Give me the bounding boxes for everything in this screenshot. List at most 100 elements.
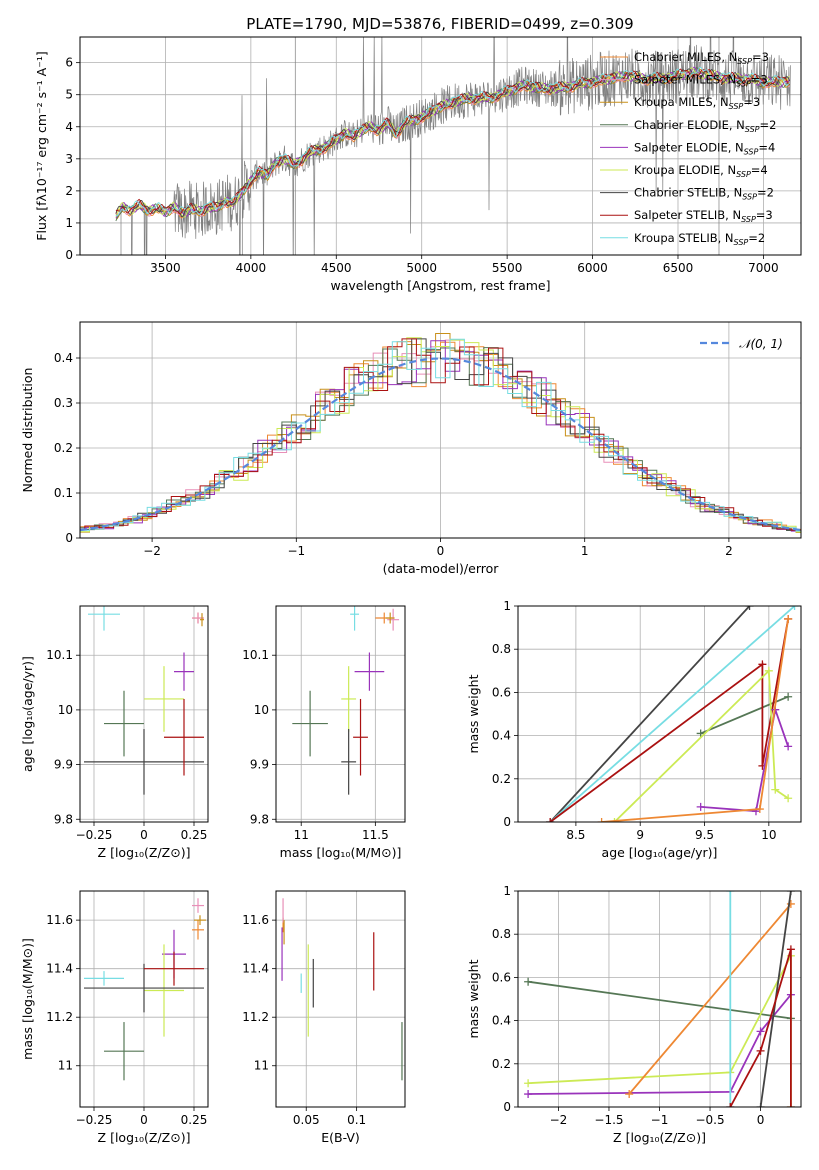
axes-mass_weight_vs_Z: −2 −1.5 −1 −0.5 0 0 0.2 0.4 0.6 0.8 1 Z [log₁₀(Z/Z⊙…	[466, 884, 764, 1145]
x-tick-label: 7000	[748, 261, 779, 275]
weight-marker	[784, 794, 793, 803]
y-tick-label: 9.9	[54, 758, 73, 772]
panel-mass_weight_vs_age: 8.5 9 9.5 10 0 0.2 0.4 0.6 0.8 1 age [log₁₀(age/yr…	[466, 599, 802, 860]
panel-age_vs_Z: −0.25 0 0.25 9.8 9.9 10 10.1 Z [log₁₀(Z/Z⊙)] age…	[20, 605, 209, 860]
legend-label: 𝒩(0, 1)	[739, 337, 783, 351]
y-tick-label: 0.2	[492, 772, 511, 786]
weight-marker	[771, 785, 780, 794]
model-line-chabrier-stelib	[115, 68, 791, 218]
weight-marker	[524, 1079, 533, 1088]
x-tick-label: 0.25	[181, 828, 208, 842]
y-tick-label: 3	[65, 152, 73, 166]
y-tick-label: 0	[65, 531, 73, 545]
x-tick-label: 0.05	[293, 1113, 320, 1127]
x-tick-label: 0.25	[181, 1113, 208, 1127]
grid-spectrum	[80, 37, 801, 256]
x-axis-label: Z [log₁₀(Z/Z⊙)]	[98, 845, 191, 860]
x-axis-label: Z [log₁₀(Z/Z⊙)]	[98, 1130, 191, 1145]
y-tick-label: 9.8	[250, 812, 269, 826]
weight-marker	[524, 977, 533, 986]
x-axis-label: wavelength [Angstrom, rest frame]	[330, 278, 550, 293]
y-tick-label: 11.2	[242, 1010, 269, 1024]
y-tick-label: 1	[503, 884, 511, 898]
figure-title: PLATE=1790, MJD=53876, FIBERID=0499, z=0…	[246, 15, 633, 33]
weight-marker	[764, 666, 773, 675]
x-tick-label: −0.5	[695, 1113, 724, 1127]
y-tick-label: 10.1	[46, 648, 73, 662]
y-tick-label: 0.6	[492, 970, 511, 984]
legend-label: Chabrier STELIB, NSSP=2	[634, 186, 774, 202]
x-tick-label: 1	[581, 544, 589, 558]
model-line-kroupa-stelib	[115, 67, 791, 217]
axes-mass_vs_Z: −0.25 0 0.25 11 11.2 11.4 11.6 Z [log₁₀(Z/Z⊙)] m…	[20, 913, 207, 1145]
axes-frame	[79, 321, 802, 539]
y-axis-label: Flux [fλ10⁻¹⁷ erg cm⁻² s⁻¹ A⁻¹]	[34, 51, 49, 240]
plot-area-mass_vs_ebv	[281, 898, 403, 1081]
y-axis-label: mass weight	[466, 959, 481, 1038]
y-tick-label: 10	[254, 703, 269, 717]
y-tick-label: 0	[503, 1100, 511, 1114]
x-tick-label: 0	[140, 828, 148, 842]
x-tick-label: 6500	[663, 261, 694, 275]
y-tick-label: 0.2	[54, 441, 73, 455]
x-axis-label: Z [log₁₀(Z/Z⊙)]	[613, 1130, 706, 1145]
y-tick-label: 0	[65, 248, 73, 262]
panel-mass_vs_ebv: 0.05 0.1 11 11.2 11.4 11.6 E(B-V)	[242, 890, 406, 1145]
y-tick-label: 11	[254, 1059, 269, 1073]
weight-line-salpeter-elodie	[700, 706, 789, 813]
y-tick-label: 0.6	[492, 685, 511, 699]
x-tick-label: 5000	[406, 261, 437, 275]
axes-age_vs_Z: −0.25 0 0.25 9.8 9.9 10 10.1 Z [log₁₀(Z/Z⊙)] age…	[20, 648, 207, 860]
plot-area-mass_weight_vs_age	[546, 606, 799, 822]
y-tick-label: 0.1	[54, 486, 73, 500]
axes-frame	[517, 890, 802, 1108]
weight-marker	[625, 1090, 634, 1099]
x-tick-label: 8.5	[566, 828, 585, 842]
weight-marker	[755, 805, 764, 814]
x-tick-label: 11.5	[362, 828, 389, 842]
weight-line-chabrier-miles	[628, 903, 792, 1095]
panel-residuals: −2 −1 0 1 2 0 0.1 0.2 0.3 0.4 (data-model)/error No…	[20, 321, 802, 576]
x-tick-label: 6000	[577, 261, 608, 275]
panel-mass_weight_vs_Z: −2 −1.5 −1 −0.5 0 0 0.2 0.4 0.6 0.8 1 Z [log₁₀(Z/Z⊙…	[466, 884, 802, 1145]
weight-marker	[790, 606, 799, 610]
legend-label: Chabrier MILES, NSSP=3	[634, 50, 769, 66]
histogram-kroupa-stelib	[80, 338, 801, 532]
x-axis-label: E(B-V)	[321, 1130, 360, 1145]
weight-marker	[726, 1103, 735, 1107]
weight-marker	[786, 1103, 795, 1107]
axes-frame	[275, 605, 406, 823]
y-tick-label: 0.4	[492, 1014, 511, 1028]
y-tick-label: 6	[65, 56, 73, 70]
axes-spectrum: 3500 4000 4500 5000 5500 6000 6500 7000 0 1 2 3 4 5 6 w…	[34, 51, 779, 293]
grid-mass_vs_ebv	[276, 891, 405, 1107]
weight-marker	[758, 660, 767, 669]
legend-label: Chabrier ELODIE, NSSP=2	[634, 118, 776, 134]
weight-marker	[784, 692, 793, 701]
y-tick-label: 11.2	[46, 1010, 73, 1024]
x-tick-label: 0	[757, 1113, 765, 1127]
weight-marker	[745, 606, 754, 610]
x-tick-label: 3500	[150, 261, 181, 275]
axes-residuals: −2 −1 0 1 2 0 0.1 0.2 0.3 0.4 (data-model)/error No…	[20, 351, 733, 576]
weight-marker	[546, 818, 555, 822]
x-tick-label: −0.25	[76, 1113, 113, 1127]
weight-marker	[726, 891, 735, 895]
y-tick-label: 1	[503, 599, 511, 613]
x-tick-label: −1	[651, 1113, 669, 1127]
legend-label: Salpeter ELODIE, NSSP=4	[634, 140, 775, 156]
weight-line-chabrier-elodie	[527, 980, 792, 1020]
weight-marker	[524, 1090, 533, 1099]
x-tick-label: 0	[140, 1113, 148, 1127]
weight-marker	[756, 1046, 765, 1055]
x-tick-label: −0.25	[76, 828, 113, 842]
x-tick-label: 9	[636, 828, 644, 842]
plot-area-mass_vs_Z	[84, 898, 206, 1081]
y-tick-label: 11	[58, 1059, 73, 1073]
y-tick-label: 5	[65, 88, 73, 102]
y-axis-label: mass weight	[466, 674, 481, 753]
weight-marker	[696, 729, 705, 738]
x-tick-label: 11	[294, 828, 309, 842]
model-line-kroupa-miles	[115, 68, 790, 220]
